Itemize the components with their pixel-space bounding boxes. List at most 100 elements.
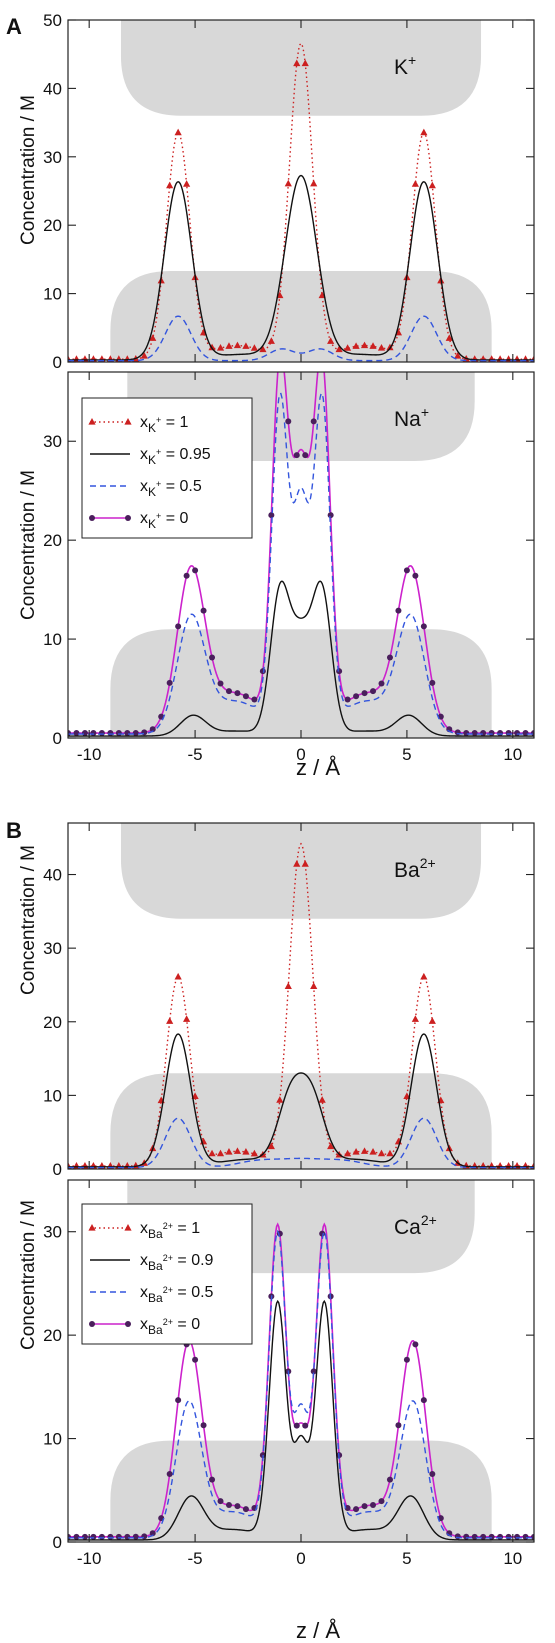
data-point: [370, 1501, 377, 1508]
data-point: [242, 342, 250, 349]
legend-marker: [88, 418, 96, 425]
data-point: [310, 418, 317, 425]
data-point: [445, 334, 453, 341]
data-point: [369, 342, 377, 349]
series-line-0.95: [68, 580, 534, 737]
legend-entry-text: xBa2+ = 0: [140, 1316, 200, 1337]
x-tick-label: -10: [77, 1549, 102, 1568]
data-point: [454, 729, 461, 736]
data-point: [250, 1149, 258, 1157]
x-tick-label: 0: [296, 745, 305, 764]
data-point: [378, 1498, 385, 1505]
y-tick-label: 0: [53, 729, 62, 748]
data-point: [344, 1504, 351, 1511]
y-tick-label: 20: [43, 531, 62, 550]
data-point: [233, 1147, 242, 1154]
data-point: [454, 1533, 461, 1540]
legend-entry-text: xBa2+ = 0.5: [140, 1284, 214, 1305]
data-point: [505, 1533, 512, 1540]
x-tick-label: 5: [402, 1549, 411, 1568]
data-point: [395, 607, 402, 614]
data-point: [310, 982, 318, 990]
y-tick-label: 0: [53, 1160, 62, 1179]
x-tick-label: -5: [188, 745, 203, 764]
data-point: [208, 1149, 216, 1157]
y-axis-title-ca: Concentration / M: [18, 1200, 39, 1350]
series-line-1: [68, 842, 534, 1167]
data-point: [336, 668, 343, 675]
data-point: [412, 1341, 419, 1348]
data-point: [192, 567, 199, 574]
data-point: [429, 1471, 436, 1478]
data-point: [98, 730, 105, 737]
ion-charge: +: [421, 404, 429, 420]
y-tick-label: 50: [43, 11, 62, 30]
data-point: [319, 1230, 326, 1237]
data-point: [141, 1533, 148, 1540]
data-point: [208, 343, 216, 351]
data-point: [386, 654, 393, 661]
ion-charge: +: [408, 52, 416, 68]
y-tick-label: 30: [43, 939, 62, 958]
data-point: [81, 1533, 88, 1540]
x-tick-label: -10: [77, 745, 102, 764]
legend-box: [81, 397, 253, 539]
data-point: [353, 1506, 360, 1513]
data-point: [497, 730, 504, 737]
data-point: [335, 345, 343, 353]
legend-entry-text: xK+ = 1: [140, 414, 189, 435]
data-point: [166, 181, 174, 189]
axis-ticks: 0 10 20 30 40 50: [43, 11, 534, 372]
data-point: [344, 1149, 352, 1157]
data-point: [216, 344, 225, 351]
axis-ticks: 0 10 20 30 -10 -5 0 5 10: [43, 1180, 534, 1568]
data-point: [233, 341, 242, 349]
data-point: [166, 1471, 173, 1478]
data-point: [225, 342, 233, 349]
data-point: [386, 1149, 394, 1157]
data-point: [327, 1142, 335, 1150]
data-point: [124, 1533, 131, 1540]
legend-box: [81, 1203, 253, 1345]
data-point: [428, 1017, 436, 1024]
legend-marker: [124, 1224, 132, 1231]
axis-ticks: 0 10 20 30 -10 -5 0 5 10: [43, 372, 534, 764]
data-point: [276, 1096, 284, 1103]
legend-entry-text: xBa2+ = 1: [140, 1220, 200, 1241]
data-point: [522, 1533, 529, 1540]
data-point: [259, 345, 267, 353]
data-point: [369, 1147, 377, 1155]
data-point: [302, 1422, 309, 1429]
data-point: [293, 452, 300, 459]
legend-marker: [124, 418, 132, 425]
data-point: [259, 668, 266, 675]
data-point: [480, 1533, 487, 1540]
data-point: [174, 972, 182, 980]
y-tick-label: 10: [43, 285, 62, 304]
series-line-0.9: [68, 1299, 534, 1541]
series-line-0.5: [68, 1229, 534, 1539]
data-point: [318, 1096, 326, 1103]
data-point: [284, 179, 292, 187]
panel-letter-a: A: [6, 14, 22, 39]
data-point: [360, 341, 369, 349]
legend: xK+ = 1 xK+ = 0.95 xK+ = 0.5 xK+ = 0: [81, 397, 253, 539]
data-point: [284, 982, 292, 990]
data-point: [140, 351, 148, 359]
data-point: [454, 351, 462, 359]
data-point: [242, 1506, 249, 1513]
data-point: [267, 337, 275, 344]
x-axis-title-bottom: z / Å: [296, 1618, 340, 1643]
data-point: [225, 1147, 233, 1155]
data-point: [166, 679, 173, 686]
data-point: [132, 729, 139, 736]
data-point: [302, 452, 309, 459]
y-tick-label: 30: [43, 432, 62, 451]
data-point: [463, 729, 470, 736]
data-point: [310, 179, 318, 187]
data-point: [360, 1147, 369, 1154]
data-point: [293, 860, 301, 867]
data-point: [361, 1503, 368, 1510]
